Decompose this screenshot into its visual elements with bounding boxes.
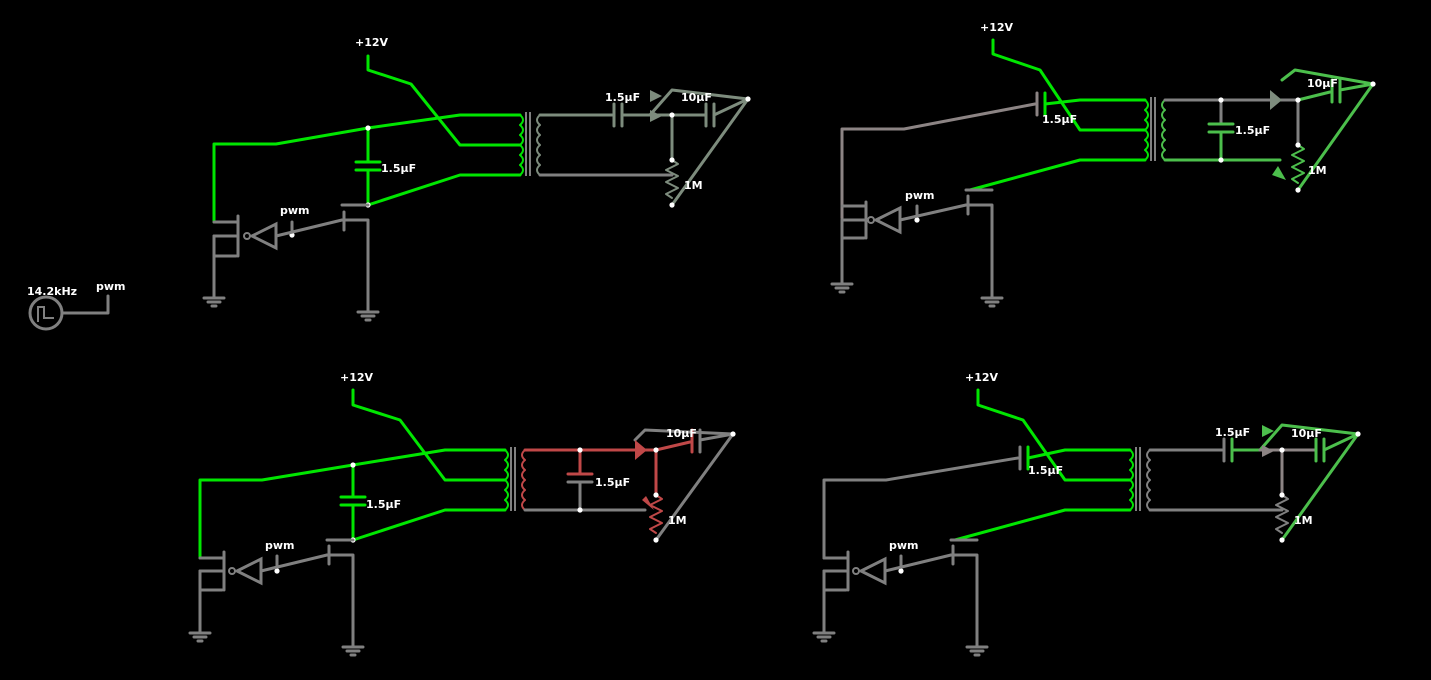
supply-wire bbox=[991, 38, 1147, 132]
mosfet-icon bbox=[212, 214, 240, 258]
supply-wire bbox=[976, 388, 1132, 482]
source-output-wire bbox=[60, 294, 110, 315]
cap-a-label: 1.5µF bbox=[1235, 124, 1270, 137]
resistor-label: 1M bbox=[684, 179, 703, 192]
supply-wire bbox=[351, 388, 507, 482]
diode-icon bbox=[650, 110, 662, 122]
secondary-coil-icon bbox=[1161, 99, 1166, 161]
supply-label: +12V bbox=[980, 21, 1014, 34]
ground-icon bbox=[341, 645, 365, 657]
resistor-icon bbox=[649, 494, 663, 534]
secondary-coil-icon bbox=[536, 114, 541, 176]
ground-icon bbox=[356, 310, 380, 322]
secondary-coil-icon bbox=[1146, 449, 1151, 511]
cap-a-label: 1.5µF bbox=[1215, 426, 1250, 439]
supply-label: +12V bbox=[340, 371, 374, 384]
ground-icon bbox=[202, 296, 226, 308]
circuit-4[interactable]: +12V 1.5µF 1.5µF 10µF 1M pwm bbox=[812, 371, 1361, 657]
pwm-label: pwm bbox=[265, 539, 295, 552]
mosfet-icon bbox=[198, 550, 226, 592]
secondary-coil-icon bbox=[521, 449, 526, 511]
primary-top-wire bbox=[840, 102, 1037, 220]
primary-coil-icon bbox=[504, 449, 509, 511]
primary-bottom-wire bbox=[366, 168, 522, 207]
mosfet-icon bbox=[340, 203, 370, 314]
pwm-label: pwm bbox=[280, 204, 310, 217]
inverter-icon bbox=[248, 221, 278, 251]
resistor-icon bbox=[1291, 144, 1305, 184]
supply-label: +12V bbox=[965, 371, 999, 384]
primary-coil-icon bbox=[1144, 99, 1149, 161]
primary-top-wire bbox=[822, 456, 1020, 560]
pwm-label: pwm bbox=[905, 189, 935, 202]
circuit-2[interactable]: +12V 1.5µF 1.5µF 10µF 1M pwm bbox=[830, 21, 1376, 308]
supply-label: +12V bbox=[355, 36, 389, 49]
cap-primary-label: 1.5µF bbox=[1042, 113, 1077, 126]
primary-top-wire bbox=[198, 448, 507, 560]
diode-icon bbox=[1262, 445, 1274, 457]
diode-icon bbox=[650, 90, 662, 102]
mosfet-icon bbox=[949, 538, 979, 649]
circuit-1[interactable]: +12V 1.5µF 1.5µF 10µF 1M pwm bbox=[202, 36, 751, 322]
diode-icon bbox=[1262, 425, 1274, 437]
square-wave-glyph bbox=[37, 306, 54, 322]
square-wave-source-icon bbox=[28, 295, 64, 331]
mosfet-icon bbox=[840, 200, 868, 240]
primary-coil-icon bbox=[1129, 449, 1134, 511]
ground-icon bbox=[188, 631, 212, 643]
inverter-icon bbox=[857, 556, 887, 586]
ground-icon bbox=[812, 631, 836, 643]
cap-a-label: 1.5µF bbox=[605, 91, 640, 104]
mosfet-icon bbox=[964, 188, 994, 300]
cap-b-label: 10µF bbox=[1307, 77, 1338, 90]
source-frequency-label: 14.2kHz bbox=[27, 285, 77, 298]
ground-icon bbox=[965, 645, 989, 657]
resistor-label: 1M bbox=[1308, 164, 1327, 177]
diode-icon bbox=[1270, 90, 1282, 110]
cap-primary-label: 1.5µF bbox=[1028, 464, 1063, 477]
pwm-label: pwm bbox=[889, 539, 919, 552]
resistor-label: 1M bbox=[668, 514, 687, 527]
supply-wire bbox=[366, 54, 522, 147]
ground-icon bbox=[980, 296, 1004, 308]
diode-icon bbox=[1272, 166, 1286, 180]
cap-primary-label: 1.5µF bbox=[366, 498, 401, 511]
primary-bottom-wire bbox=[351, 503, 507, 542]
cap-b-label: 10µF bbox=[681, 91, 712, 104]
cap-b-label: 10µF bbox=[1291, 427, 1322, 440]
primary-bottom-wire bbox=[953, 508, 1132, 542]
primary-top-wire bbox=[212, 113, 522, 224]
inverter-icon bbox=[872, 205, 902, 235]
pwm-source[interactable]: 14.2kHz pwm bbox=[27, 280, 126, 331]
inverter-icon bbox=[233, 556, 263, 586]
diode-icon bbox=[635, 440, 647, 460]
mosfet-icon bbox=[325, 538, 355, 649]
diode-icon bbox=[642, 496, 654, 510]
cap-primary-label: 1.5µF bbox=[381, 162, 416, 175]
ground-icon bbox=[830, 282, 854, 294]
primary-coil-icon bbox=[519, 114, 524, 176]
resistor-icon bbox=[665, 159, 679, 199]
cap-b-label: 10µF bbox=[666, 427, 697, 440]
mosfet-icon bbox=[822, 550, 850, 592]
cap-a-label: 1.5µF bbox=[595, 476, 630, 489]
circuit-3[interactable]: +12V 1.5µF 1.5µF 10µF 1M pwm bbox=[188, 371, 736, 657]
primary-bottom-wire bbox=[968, 158, 1147, 192]
source-output-label: pwm bbox=[96, 280, 126, 293]
resistor-label: 1M bbox=[1294, 514, 1313, 527]
resistor-icon bbox=[1275, 494, 1289, 534]
